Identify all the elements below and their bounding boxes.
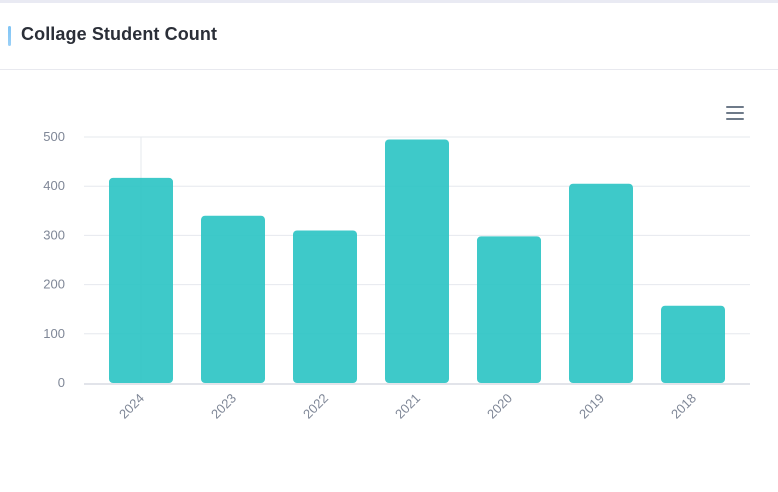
- x-tick-label: 2024: [116, 391, 147, 422]
- y-tick-label: 500: [43, 129, 65, 144]
- x-tick-label: 2018: [668, 391, 699, 422]
- y-tick-label: 300: [43, 227, 65, 242]
- x-tick-label: 2023: [208, 391, 239, 422]
- bar-2022[interactable]: [293, 230, 357, 383]
- bar-2020[interactable]: [477, 236, 541, 383]
- menu-line: [726, 112, 744, 114]
- y-tick-label: 100: [43, 326, 65, 341]
- y-axis-labels: 0 100 200 300 400 500: [43, 129, 65, 390]
- y-tick-label: 200: [43, 277, 65, 292]
- card-header: Collage Student Count: [0, 3, 778, 70]
- bar-chart: 0 100 200 300 400 500 2024 2023 2022 2021 2020 201…: [43, 129, 750, 422]
- card-title: Collage Student Count: [21, 24, 218, 44]
- bar-2021[interactable]: [385, 139, 449, 383]
- bar-2018[interactable]: [661, 305, 725, 383]
- hamburger-menu-icon[interactable]: [724, 104, 746, 122]
- y-tick-label: 400: [43, 178, 65, 193]
- x-tick-label: 2021: [392, 391, 423, 422]
- bars: [109, 139, 725, 383]
- bar-2019[interactable]: [569, 183, 633, 383]
- x-tick-label: 2019: [576, 391, 607, 422]
- x-axis-labels: 2024 2023 2022 2021 2020 2019 2018: [116, 391, 699, 422]
- bar-2023[interactable]: [201, 215, 265, 383]
- bar-2024[interactable]: [109, 177, 173, 383]
- x-tick-label: 2022: [300, 391, 331, 422]
- menu-line: [726, 118, 744, 120]
- y-tick-label: 0: [58, 375, 65, 390]
- x-tick-label: 2020: [484, 391, 515, 422]
- title-accent-bar: [8, 26, 11, 46]
- menu-line: [726, 106, 744, 108]
